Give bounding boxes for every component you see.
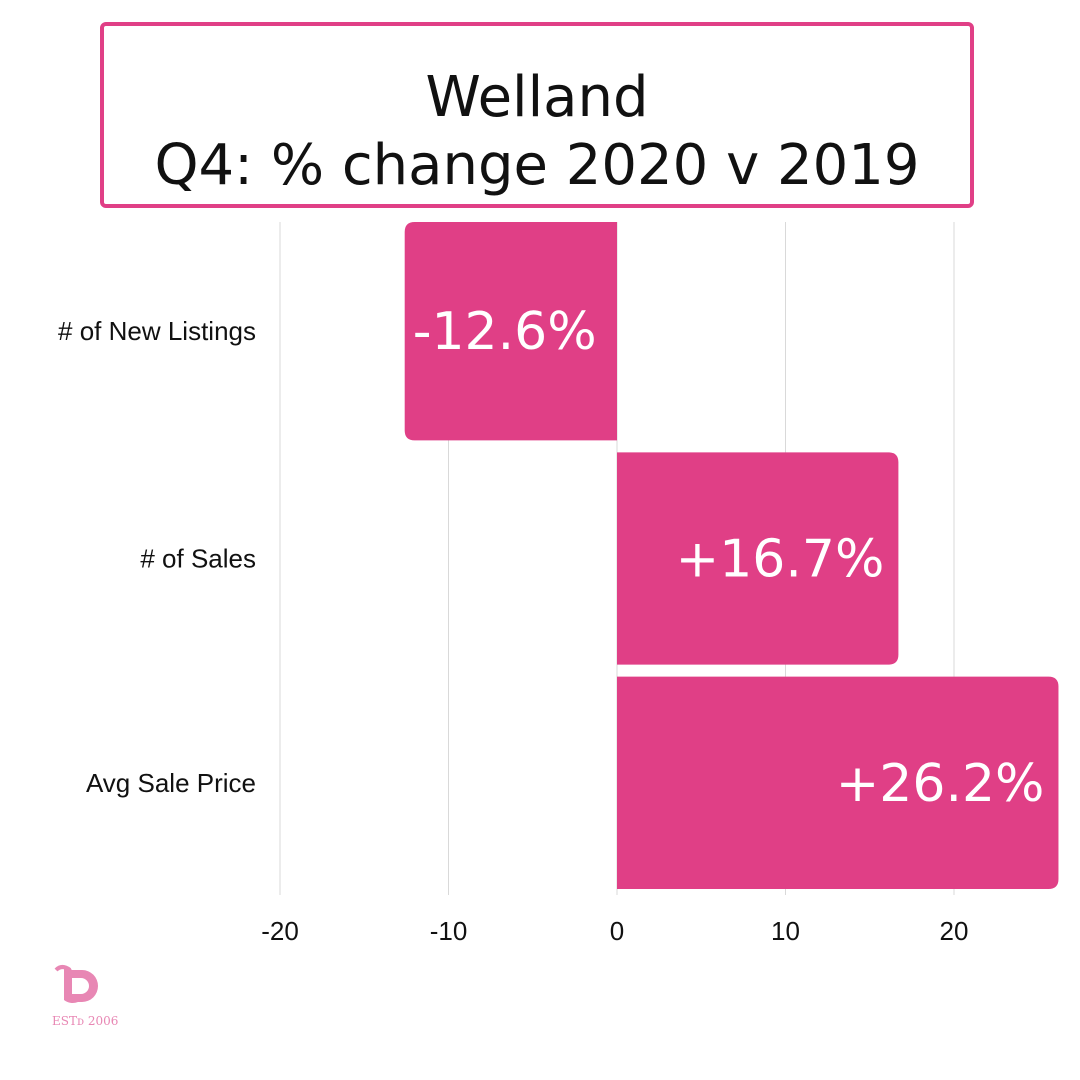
x-tick-label: 20: [940, 916, 969, 946]
chart-title: Welland: [425, 65, 649, 130]
chart-subtitle: Q4: % change 2020 v 2019: [154, 133, 920, 198]
logo-est-text: ESTᴅ 2006: [52, 1014, 119, 1028]
data-label: -12.6%: [413, 302, 597, 362]
x-tick-label: -10: [430, 916, 468, 946]
bar: [404, 222, 617, 441]
x-tick-label: 0: [610, 916, 624, 946]
y-category-label: # of Sales: [140, 544, 256, 574]
logo-mark-icon: [54, 965, 98, 1004]
data-label: +26.2%: [836, 754, 1045, 814]
x-tick-label: 10: [771, 916, 800, 946]
bar: [617, 452, 899, 665]
x-tick-label: -20: [261, 916, 299, 946]
y-category-label: Avg Sale Price: [86, 768, 256, 798]
y-category-label: # of New Listings: [58, 316, 256, 346]
bar: [617, 676, 1059, 889]
brand-logo: [52, 962, 132, 1032]
chart-title-box: Welland Q4: % change 2020 v 2019: [100, 22, 974, 208]
data-label: +16.7%: [676, 530, 885, 590]
